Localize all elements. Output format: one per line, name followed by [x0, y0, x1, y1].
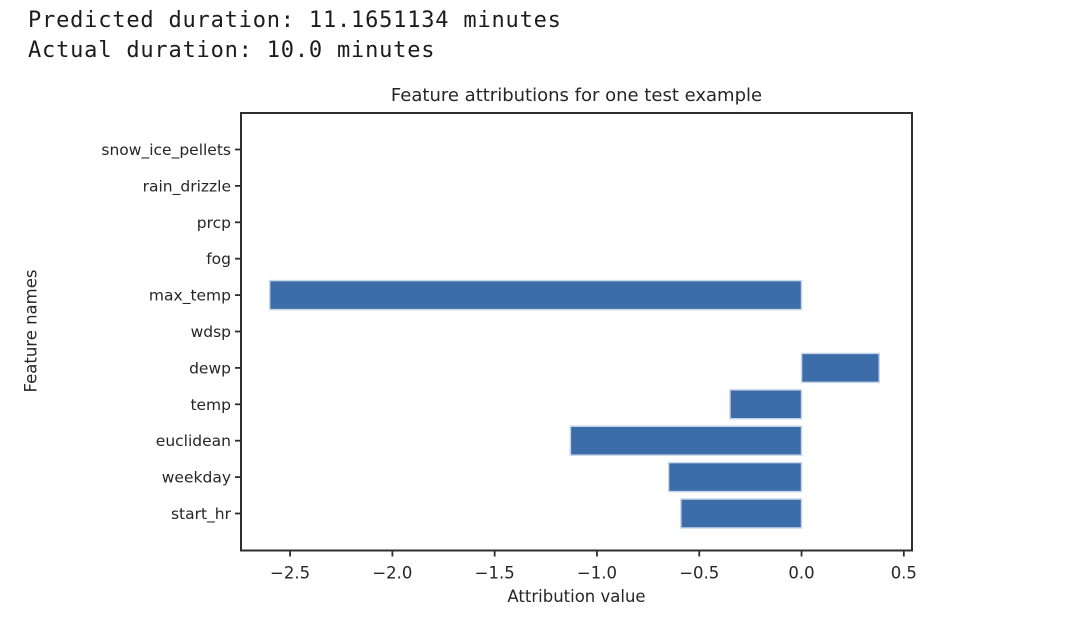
plot-border	[240, 112, 913, 552]
x-tick-label-−2.5: −2.5	[270, 564, 310, 583]
x-tick-label-0.0: 0.0	[788, 564, 814, 583]
y-tick-label-temp: temp	[190, 396, 231, 414]
y-tick-label-rain_drizzle: rain_drizzle	[143, 177, 231, 196]
x-axis-label: Attribution value	[507, 587, 646, 606]
y-tick-label-wdsp: wdsp	[191, 323, 231, 341]
y-tick-label-euclidean: euclidean	[156, 432, 231, 450]
y-tick-label-dewp: dewp	[189, 359, 231, 377]
bar-weekday	[667, 461, 803, 493]
x-tick-label-−1.5: −1.5	[475, 564, 515, 583]
bar-euclidean	[569, 425, 803, 456]
x-tick-label-0.5: 0.5	[891, 564, 917, 583]
bar-max_temp	[268, 279, 803, 311]
y-tick-label-snow_ice_pellets: snow_ice_pellets	[101, 141, 231, 160]
x-tick-label-−2.0: −2.0	[372, 564, 412, 583]
y-axis-label: Feature names	[21, 269, 41, 393]
actual-duration-text: Actual duration: 10.0 minutes	[28, 38, 436, 63]
y-tick-label-fog: fog	[206, 250, 231, 268]
bar-start_hr	[680, 498, 803, 529]
x-tick-label-−0.5: −0.5	[679, 564, 719, 583]
y-tick-label-start_hr: start_hr	[171, 505, 232, 524]
y-tick-label-prcp: prcp	[197, 214, 231, 232]
y-tick-label-max_temp: max_temp	[149, 287, 231, 306]
bar-temp	[729, 389, 803, 420]
y-tick-label-weekday: weekday	[162, 469, 231, 487]
predicted-duration-text: Predicted duration: 11.1651134 minutes	[28, 8, 562, 33]
chart-title: Feature attributions for one test exampl…	[390, 85, 763, 106]
bar-dewp	[800, 352, 881, 384]
x-tick-label-−1.0: −1.0	[577, 564, 617, 583]
